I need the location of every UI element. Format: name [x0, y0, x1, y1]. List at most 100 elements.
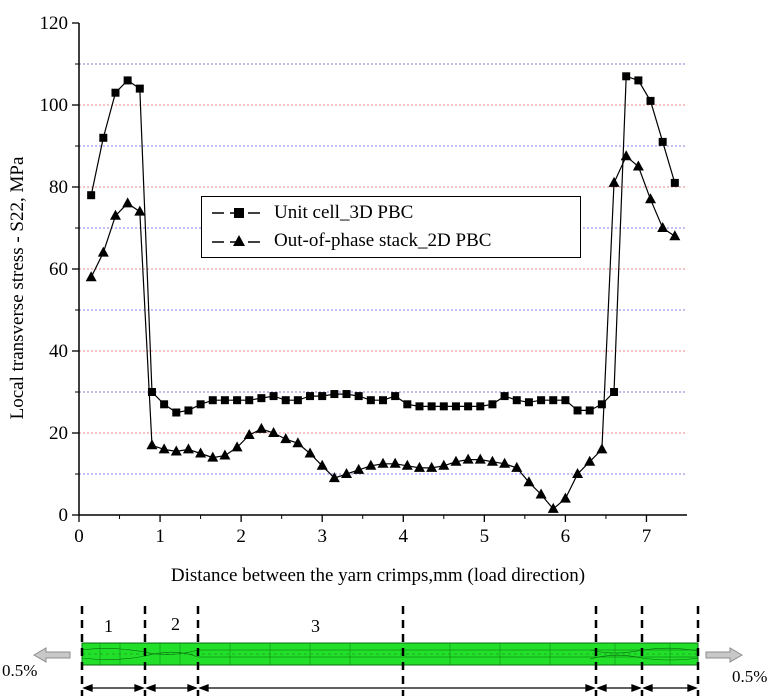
data-point-triangle	[328, 472, 340, 483]
data-point-square	[379, 396, 387, 405]
x-tick-label: 4	[399, 526, 409, 547]
data-point-square	[585, 406, 594, 415]
data-point-square	[439, 402, 448, 411]
x-tick-label: 2	[236, 526, 246, 547]
data-point-triangle	[413, 461, 425, 472]
data-point-square	[330, 390, 339, 399]
x-tick-label: 5	[480, 526, 490, 547]
specimen-schematic: 0.5% 0.5%	[2, 606, 767, 696]
series-unit-cell	[87, 72, 679, 417]
data-point-square	[342, 390, 351, 399]
legend: Unit cell_3D PBC Out-of-phase stack_2D P…	[201, 196, 581, 258]
data-point-square	[512, 396, 521, 405]
data-point-square	[415, 402, 424, 411]
data-point-triangle	[268, 427, 280, 437]
data-point-triangle	[657, 222, 669, 232]
series-out-of-phase	[85, 150, 681, 513]
data-point-square	[87, 191, 96, 200]
data-point-triangle	[146, 439, 158, 450]
y-tick-label: 80	[49, 177, 68, 198]
data-point-square	[306, 392, 315, 401]
data-point-triangle	[304, 447, 316, 458]
data-point-triangle	[462, 453, 474, 464]
data-point-triangle	[401, 459, 413, 470]
zone-dividers	[80, 606, 700, 696]
y-tick-label: 20	[49, 423, 68, 444]
data-point-triangle	[584, 455, 596, 466]
data-point-square	[537, 396, 546, 405]
data-point-square	[670, 178, 679, 187]
grid-lines	[79, 63, 687, 475]
x-tick-label: 6	[561, 526, 571, 547]
data-point-triangle	[195, 447, 207, 458]
right-strain-label: 0.5%	[732, 667, 767, 686]
data-point-square	[427, 402, 436, 411]
legend-item-unit-cell: Unit cell_3D PBC	[210, 200, 413, 226]
data-point-triangle	[486, 455, 498, 466]
stress-chart: 0 1 2 3 4 5 6 7 0 20 40 60 80 100 120 Local transverse…	[7, 13, 687, 586]
zone-label-1: 1	[104, 616, 113, 636]
zone-dimension-arrows	[82, 684, 698, 692]
y-tick-label: 40	[49, 341, 68, 362]
data-point-square	[500, 392, 509, 401]
data-point-square	[293, 396, 302, 405]
data-point-triangle	[438, 459, 450, 470]
x-tick-label: 1	[155, 526, 165, 547]
data-point-square	[147, 388, 156, 396]
right-load-arrow-icon	[705, 647, 743, 663]
y-tick-label: 60	[49, 259, 68, 280]
data-point-triangle	[134, 205, 146, 216]
data-point-triangle	[158, 443, 170, 454]
x-tick-label: 3	[317, 526, 327, 547]
data-point-triangle	[426, 461, 438, 472]
data-point-triangle	[97, 246, 109, 257]
data-point-triangle	[341, 468, 353, 478]
data-point-triangle	[559, 492, 571, 503]
triangle-marker-icon	[212, 235, 266, 246]
data-point-square	[561, 396, 570, 405]
data-point-triangle	[523, 476, 535, 487]
x-tick-label: 0	[74, 526, 84, 547]
data-point-square	[196, 400, 205, 409]
data-point-square	[208, 396, 217, 405]
data-point-square	[549, 396, 558, 405]
data-point-triangle	[170, 445, 182, 456]
data-point-square	[354, 392, 363, 401]
data-point-triangle	[255, 422, 267, 433]
data-point-triangle	[353, 463, 365, 474]
data-point-square	[476, 402, 485, 411]
data-point-triangle	[182, 443, 194, 454]
data-point-triangle	[645, 193, 657, 204]
data-point-triangle	[122, 197, 134, 208]
data-point-square	[451, 402, 460, 411]
data-point-square	[573, 406, 582, 415]
data-point-triangle	[280, 433, 292, 444]
data-point-triangle	[292, 437, 304, 448]
specimen-bar	[81, 642, 699, 666]
data-point-triangle	[511, 461, 523, 472]
data-point-square	[610, 388, 619, 396]
data-point-triangle	[85, 271, 97, 282]
data-point-triangle	[231, 441, 243, 452]
data-point-triangle	[632, 160, 644, 171]
data-point-square	[524, 398, 533, 407]
legend-item-out-of-phase: Out-of-phase stack_2D PBC	[210, 228, 491, 254]
data-point-square	[123, 76, 132, 85]
legend-label-out-of-phase: Out-of-phase stack_2D PBC	[274, 230, 492, 251]
data-point-square	[269, 392, 278, 401]
data-point-square	[135, 84, 144, 93]
data-point-square	[99, 133, 108, 142]
data-point-triangle	[316, 459, 328, 470]
data-point-triangle	[109, 209, 121, 220]
data-point-triangle	[572, 468, 584, 478]
data-point-square	[281, 396, 290, 405]
data-point-triangle	[474, 453, 486, 464]
data-point-square	[403, 400, 412, 409]
data-point-square	[257, 394, 266, 403]
data-point-triangle	[608, 176, 620, 187]
data-point-triangle	[535, 488, 547, 499]
data-point-triangle	[207, 451, 219, 462]
data-point-square	[646, 96, 655, 105]
data-point-square	[622, 72, 631, 81]
data-point-triangle	[499, 457, 511, 468]
